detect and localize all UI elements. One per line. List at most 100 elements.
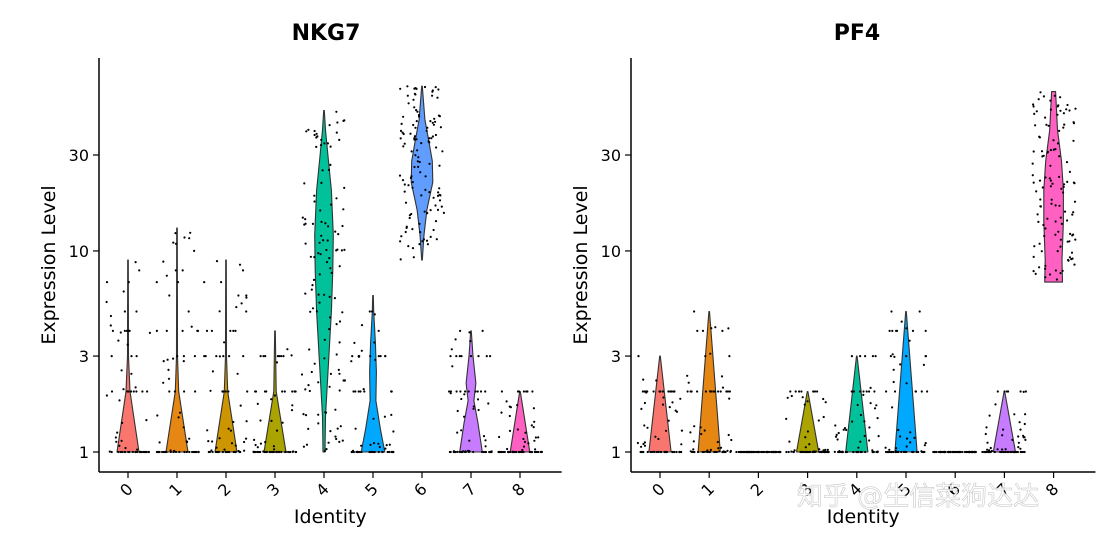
- data-point: [323, 338, 326, 341]
- data-point: [290, 409, 294, 412]
- data-point: [1004, 448, 1007, 451]
- data-point: [409, 132, 412, 135]
- data-point: [659, 450, 662, 454]
- data-point: [329, 163, 332, 166]
- data-point: [922, 450, 925, 454]
- data-point: [813, 390, 817, 393]
- x-tick-label: 3: [263, 479, 284, 500]
- data-point: [533, 420, 536, 423]
- data-point: [763, 450, 766, 454]
- data-point: [499, 450, 503, 454]
- data-point: [825, 450, 828, 454]
- data-point: [1070, 258, 1073, 261]
- data-point: [368, 310, 371, 313]
- data-point: [323, 449, 326, 453]
- data-point: [954, 450, 957, 454]
- data-point: [1063, 210, 1067, 213]
- data-point: [690, 450, 694, 454]
- data-point: [320, 220, 323, 223]
- data-point: [245, 420, 248, 423]
- data-point: [301, 216, 304, 219]
- violin-group-4: [300, 109, 346, 453]
- data-point: [161, 450, 164, 454]
- data-point: [522, 390, 526, 393]
- data-point: [843, 427, 847, 430]
- data-point: [1054, 269, 1057, 272]
- data-point: [893, 390, 897, 393]
- data-point: [859, 413, 863, 417]
- data-point: [351, 449, 355, 452]
- data-point: [221, 450, 224, 454]
- data-point: [197, 450, 200, 454]
- data-point: [203, 281, 206, 284]
- data-point: [338, 138, 341, 141]
- data-point: [1033, 112, 1036, 115]
- data-point: [135, 390, 138, 393]
- data-point: [792, 450, 795, 454]
- data-point: [185, 450, 188, 454]
- data-point: [1017, 435, 1020, 438]
- data-point: [1063, 123, 1066, 126]
- data-point: [1039, 205, 1042, 208]
- data-point: [136, 450, 139, 454]
- data-point: [142, 450, 145, 454]
- data-point: [308, 348, 311, 351]
- data-point: [704, 390, 708, 393]
- data-point: [899, 363, 902, 366]
- data-point: [844, 450, 847, 454]
- data-point: [1019, 450, 1022, 454]
- data-point: [320, 138, 323, 141]
- data-point: [317, 293, 320, 296]
- data-point: [417, 113, 421, 117]
- data-point: [1022, 436, 1025, 439]
- data-point: [947, 450, 950, 454]
- x-tick-label: 0: [648, 479, 669, 500]
- data-point: [126, 343, 129, 346]
- data-point: [823, 450, 826, 454]
- data-point: [891, 353, 894, 356]
- data-point: [641, 390, 645, 393]
- data-point: [408, 214, 411, 217]
- data-point: [1038, 136, 1041, 139]
- data-point: [254, 390, 258, 393]
- data-point: [309, 310, 312, 313]
- data-point: [138, 269, 141, 272]
- data-point: [987, 450, 990, 454]
- data-point: [207, 440, 210, 443]
- data-point: [287, 450, 290, 454]
- data-point: [721, 450, 724, 454]
- data-point: [182, 360, 185, 363]
- x-tick-label: 0: [116, 479, 137, 500]
- data-point: [748, 450, 752, 454]
- data-point: [145, 450, 148, 454]
- data-point: [1049, 185, 1052, 188]
- data-point: [186, 440, 189, 444]
- data-point: [890, 450, 893, 454]
- data-point: [873, 407, 877, 410]
- data-point: [1061, 269, 1064, 272]
- data-point: [915, 450, 918, 454]
- data-point: [852, 450, 855, 454]
- data-point: [1044, 116, 1047, 119]
- data-point: [1023, 450, 1026, 454]
- data-point: [319, 253, 322, 256]
- data-point: [426, 212, 429, 215]
- data-point: [1062, 185, 1065, 188]
- data-point: [134, 386, 137, 389]
- data-point: [416, 160, 419, 163]
- data-point: [415, 120, 418, 123]
- violin-group-1: [155, 227, 200, 454]
- data-point: [456, 450, 459, 453]
- data-point: [909, 441, 912, 444]
- data-point: [1072, 211, 1075, 214]
- data-point: [245, 310, 248, 313]
- data-point: [436, 208, 440, 211]
- data-point: [1074, 107, 1077, 110]
- data-point: [924, 329, 927, 332]
- data-point: [324, 411, 328, 414]
- data-point: [325, 248, 328, 252]
- data-point: [215, 355, 218, 358]
- watermark: 知乎 @生信菜狗达达: [797, 482, 1039, 512]
- data-point: [1071, 213, 1074, 216]
- violin-group-8: [1031, 91, 1077, 283]
